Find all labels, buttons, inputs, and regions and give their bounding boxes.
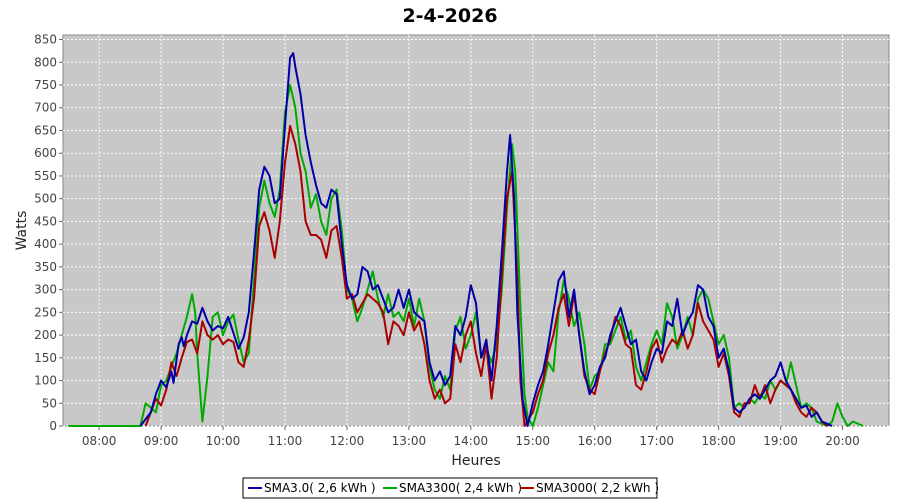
y-tick-label: 500: [34, 192, 57, 206]
x-tick-label: 14:00: [454, 434, 489, 448]
x-tick-label: 16:00: [577, 434, 612, 448]
y-tick-label: 200: [34, 328, 57, 342]
y-tick-label: 600: [34, 146, 57, 160]
x-tick-label: 20:00: [825, 434, 860, 448]
y-tick-label: 750: [34, 78, 57, 92]
plot-area: [62, 34, 890, 427]
y-tick-label: 800: [34, 55, 57, 69]
y-tick-label: 50: [42, 396, 57, 410]
y-axis-ticks: 0 50 100 150 200 250 300 350 400 450 500 550 600 650 7…: [34, 33, 63, 433]
y-tick-label: 350: [34, 260, 57, 274]
x-tick-label: 09:00: [144, 434, 179, 448]
x-tick-label: 11:00: [268, 434, 303, 448]
x-tick-label: 18:00: [701, 434, 736, 448]
y-tick-label: 300: [34, 283, 57, 297]
y-tick-label: 450: [34, 214, 57, 228]
x-axis-label: Heures: [451, 453, 500, 469]
x-tick-label: 12:00: [330, 434, 365, 448]
x-tick-label: 19:00: [763, 434, 798, 448]
y-tick-label: 850: [34, 33, 57, 47]
x-tick-label: 10:00: [206, 434, 241, 448]
legend-label: SMA3300( 2,4 kWh ): [399, 481, 522, 495]
y-tick-label: 650: [34, 123, 57, 137]
chart-title: 2-4-2026: [402, 5, 497, 27]
series-line-0: [139, 52, 833, 427]
x-axis-ticks: 08:00 09:00 10:00 11:00 12:00 13:00 14:00 15:00…: [82, 426, 860, 448]
y-axis-label: Watts: [14, 211, 30, 251]
y-tick-label: 550: [34, 169, 57, 183]
y-tick-label: 0: [49, 419, 57, 433]
x-tick-label: 08:00: [82, 434, 117, 448]
x-tick-label: 17:00: [639, 434, 674, 448]
x-tick-label: 13:00: [392, 434, 427, 448]
x-tick-label: 15:00: [515, 434, 550, 448]
y-tick-label: 100: [34, 374, 57, 388]
y-tick-label: 700: [34, 101, 57, 115]
y-tick-label: 150: [34, 351, 57, 365]
y-tick-label: 250: [34, 305, 57, 319]
series-lines: [68, 52, 864, 427]
y-tick-label: 400: [34, 237, 57, 251]
legend-box: [242, 477, 658, 499]
legend-label: SMA3000( 2,2 kWh ): [536, 481, 659, 495]
legend: SMA3.0( 2,6 kWh ) SMA3300( 2,4 kWh ) SMA30…: [242, 477, 659, 499]
legend-label: SMA3.0( 2,6 kWh ): [264, 481, 376, 495]
